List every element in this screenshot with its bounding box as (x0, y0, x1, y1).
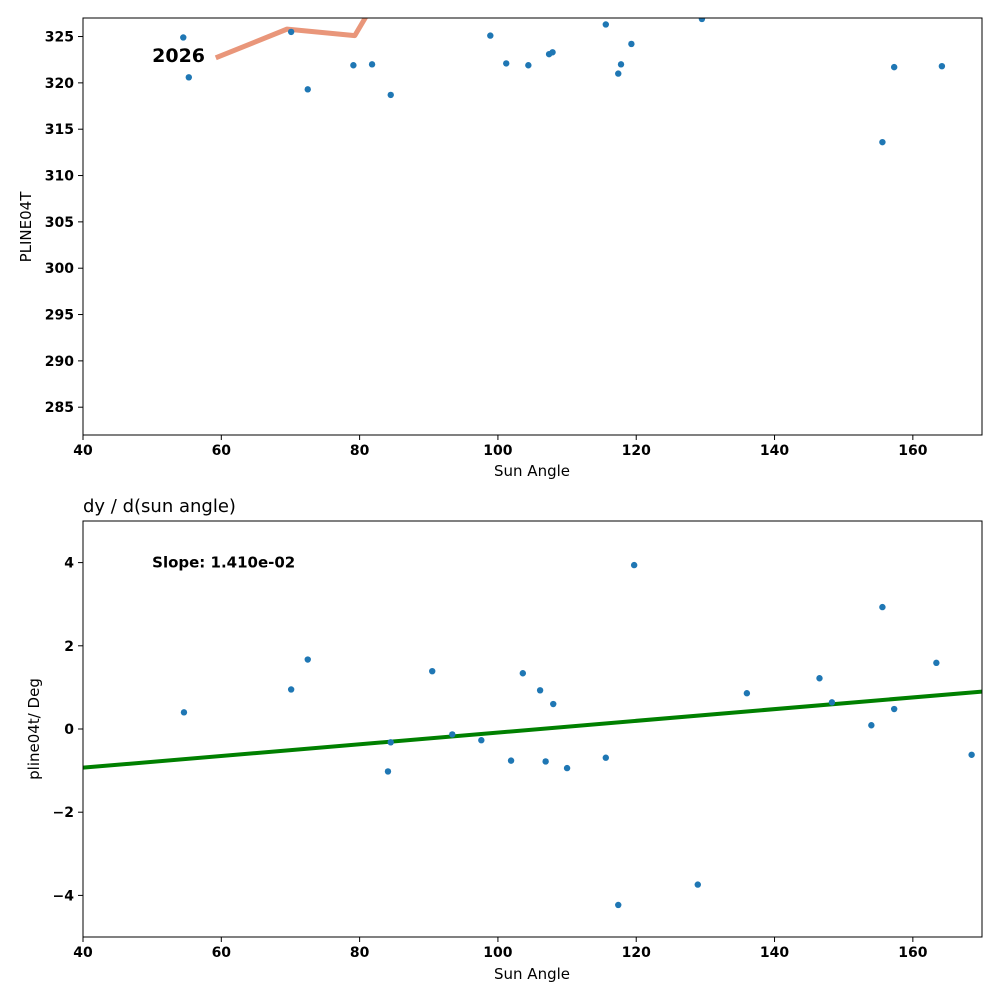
bottom-data-point (615, 901, 622, 909)
top-y-tick-label: 325 (45, 30, 74, 46)
bottom-data-point (507, 757, 515, 764)
top-data-point (525, 62, 532, 69)
bottom-x-tick-label: 60 (212, 945, 232, 961)
bottom-data-point (828, 699, 836, 706)
bottom-x-tick-label: 120 (622, 945, 651, 961)
bottom-data-point (429, 667, 436, 675)
top-y-tick-label: 315 (45, 122, 74, 138)
bottom-x-tick-label: 140 (760, 945, 789, 961)
bottom-data-point (478, 737, 485, 744)
bottom-data-point (868, 722, 875, 729)
top-x-tick-label: 40 (73, 443, 93, 459)
bottom-data-point (933, 659, 940, 667)
bottom-data-point (879, 603, 886, 611)
bottom-y-tick-label: −2 (53, 805, 74, 821)
bottom-data-point (630, 561, 638, 569)
bottom-y-tick-label: 4 (64, 556, 74, 572)
bottom-y-tick-label: 0 (64, 722, 74, 738)
top-x-tick-label: 120 (622, 443, 651, 459)
top-data-point (503, 60, 510, 67)
top-annotation: 2026 (152, 45, 205, 67)
top-y-tick-label: 290 (45, 354, 74, 370)
top-data-point (487, 32, 494, 39)
top-x-tick-label: 160 (898, 443, 927, 459)
top-panel: 40 60 80 100 120 140 160 285 290 295 300 305 310 315 3… (17, 17, 983, 480)
bottom-data-point (180, 709, 188, 716)
top-x-axis-label: Sun Angle (494, 462, 570, 480)
bottom-data-point (542, 758, 549, 765)
bottom-data-point (449, 731, 456, 738)
top-y-axis-label: PLINE04T (17, 191, 35, 263)
top-y-tick-label: 285 (45, 400, 74, 416)
bottom-data-point (304, 656, 311, 663)
top-data-point (180, 34, 187, 41)
bottom-x-tick-label: 80 (350, 945, 370, 961)
trend-line (214, 18, 369, 61)
bottom-y-tick-label: −4 (53, 888, 75, 904)
bottom-data-point (387, 739, 394, 746)
top-data-point (617, 61, 625, 68)
bottom-data-point (602, 754, 610, 761)
bottom-data-point (563, 764, 571, 772)
top-data-point (185, 74, 193, 81)
bottom-x-tick-label: 160 (898, 945, 927, 961)
top-y-tick-label: 320 (45, 76, 74, 92)
bottom-data-point (384, 768, 392, 775)
top-y-tick-label: 310 (45, 169, 74, 185)
top-data-point (304, 86, 311, 93)
bottom-data-point (968, 751, 975, 758)
bottom-x-axis-label: Sun Angle (494, 965, 570, 983)
top-data-point (628, 40, 635, 48)
top-x-tick-label: 80 (350, 443, 370, 459)
top-data-point (890, 63, 898, 71)
bottom-y-axis-label: pline04t/ Deg (25, 678, 43, 780)
bottom-y-tick-label: 2 (64, 639, 74, 655)
top-data-point (615, 70, 622, 77)
top-x-tick-label: 140 (760, 443, 789, 459)
top-data-point (368, 61, 376, 68)
top-plot-frame (82, 17, 983, 436)
fit-line (83, 689, 982, 770)
bottom-annotation: Slope: 1.410e-02 (152, 554, 295, 572)
bottom-data-point (816, 675, 823, 682)
bottom-data-point (890, 705, 898, 713)
top-x-tick-label: 100 (483, 443, 512, 459)
bottom-data-point (519, 670, 527, 677)
top-data-point (387, 91, 394, 99)
top-x-tick-label: 60 (212, 443, 232, 459)
bottom-data-point (550, 700, 557, 708)
bottom-chart-title: dy / d(sun angle) (83, 496, 236, 517)
top-data-point (287, 28, 295, 36)
bottom-data-point (536, 687, 544, 694)
top-y-tick-label: 305 (45, 215, 74, 231)
top-data-point (698, 18, 706, 23)
bottom-x-tick-label: 40 (73, 945, 93, 961)
top-y-tick-label: 295 (45, 308, 74, 324)
top-data-point (350, 62, 357, 69)
bottom-data-point (694, 881, 701, 888)
bottom-panel: dy / d(sun angle) 40 60 80 100 120 140 160−4−2… (25, 496, 983, 983)
bottom-x-tick-label: 100 (483, 945, 512, 961)
top-y-tick-label: 300 (45, 261, 74, 277)
bottom-data-point (743, 690, 751, 697)
top-data-point (938, 62, 946, 70)
top-data-point (602, 21, 610, 28)
bottom-data-point (287, 686, 295, 693)
top-data-point (879, 138, 886, 146)
top-data-point (549, 49, 556, 56)
